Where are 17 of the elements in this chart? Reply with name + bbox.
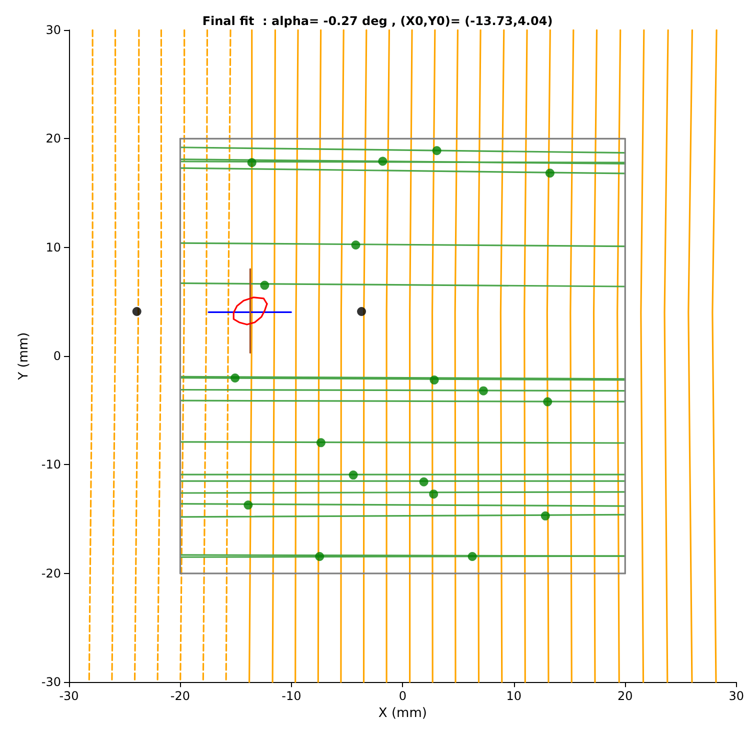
x-tick-label: 0	[398, 689, 407, 704]
x-tick-label: -10	[282, 689, 302, 704]
y-tick-label: 20	[46, 132, 61, 146]
x-tick-label: -20	[170, 689, 190, 704]
x-tick-label: 30	[728, 689, 744, 704]
y-tick-label: 0	[53, 349, 61, 364]
x-tick-label: -30	[59, 689, 79, 704]
y-axis-title: Y (mm)	[16, 332, 32, 381]
y-tick-label: 30	[46, 23, 61, 37]
y-tick-label: -10	[41, 458, 61, 472]
y-tick-label: -20	[41, 566, 61, 580]
x-tick-label: 10	[506, 689, 522, 704]
chart-title: Final fit : alpha= -0.27 deg , (X0,Y0)= (-13.73,4.04)	[202, 14, 553, 28]
y-tick-label: -30	[41, 675, 61, 690]
x-axis-title: X (mm)	[378, 706, 427, 721]
x-tick-label: 20	[617, 689, 633, 704]
y-tick-label: 10	[46, 240, 61, 254]
